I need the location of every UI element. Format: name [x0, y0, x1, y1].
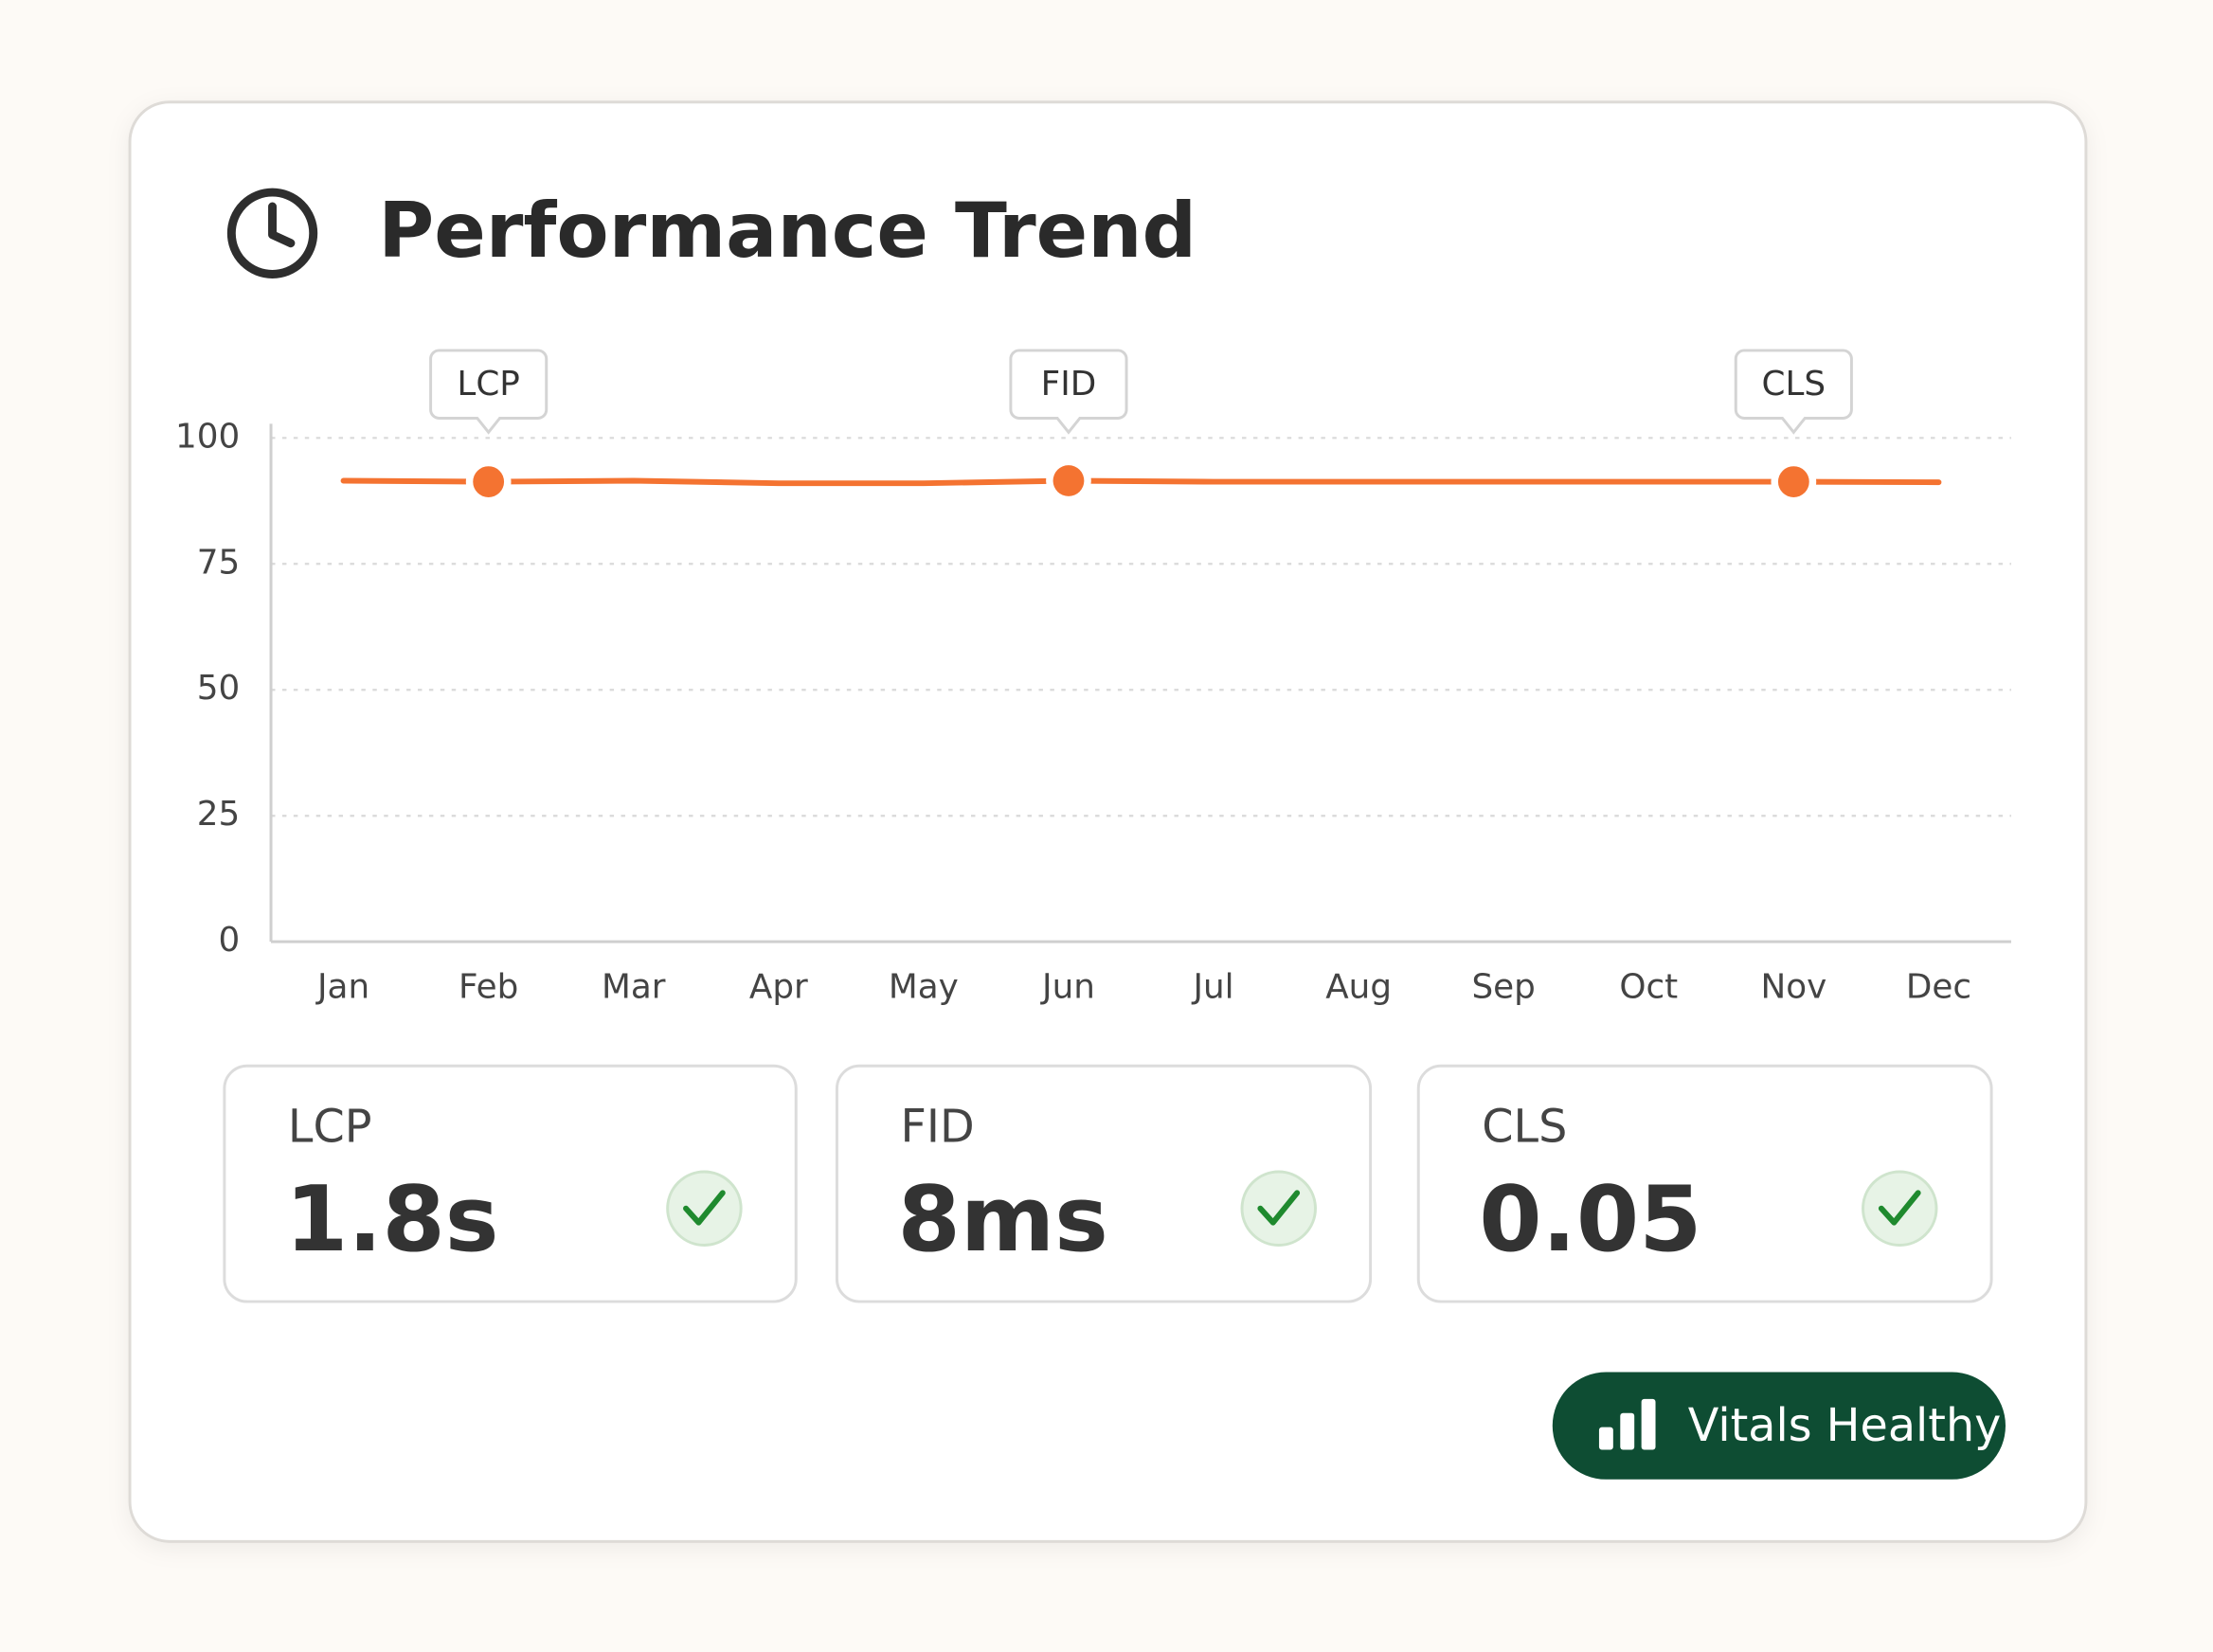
x-tick-label: Jul [1191, 967, 1233, 1006]
metric-card [223, 1064, 798, 1303]
y-tick-label: 100 [175, 417, 240, 456]
y-tick-label: 0 [219, 921, 241, 960]
card [128, 100, 2088, 1543]
metrics: LCP 1.8s FID 8ms CLS 0.05 [223, 1064, 1993, 1303]
marker [1777, 466, 1809, 497]
trend-line [340, 477, 1942, 487]
check-badge [1240, 1170, 1317, 1247]
x-tick-label: Sep [1471, 967, 1535, 1006]
y-tick-label: 25 [197, 795, 241, 834]
marker [473, 466, 505, 497]
x-tick-label: Feb [459, 967, 518, 1006]
y-tick-label: 75 [197, 543, 241, 582]
metric-value: 8ms [898, 1168, 1108, 1272]
x-tick-label: Apr [749, 967, 808, 1006]
metric-card [1416, 1064, 1993, 1303]
badge-background [1552, 1372, 2006, 1480]
check-badge [666, 1170, 743, 1247]
x-tick-label: Oct [1619, 967, 1678, 1006]
check-mark [1878, 1190, 1921, 1226]
badge-text: Vitals Healthy [1688, 1400, 2002, 1452]
y-tick-label: 50 [197, 669, 241, 708]
status-badge[interactable]: Vitals Healthy [1552, 1372, 2006, 1480]
bars-icon [1598, 1398, 1656, 1450]
x-tick-label: Dec [1906, 967, 1971, 1006]
metric-label: FID [900, 1101, 974, 1153]
metric-label: LCP [288, 1101, 372, 1153]
x-tick-label: Jan [315, 967, 369, 1006]
x-tick-label: May [889, 967, 959, 1006]
x-tick-label: Nov [1760, 967, 1826, 1006]
callout-label: CLS [1762, 365, 1826, 404]
metric-value: 1.8s [285, 1168, 499, 1272]
callout [1734, 349, 1853, 435]
card-title: Performance Trend [378, 186, 1196, 275]
metric-card [835, 1064, 1373, 1303]
x-tick-label: Jun [1040, 967, 1095, 1006]
check-mark [1257, 1190, 1301, 1226]
check-badge [1862, 1170, 1938, 1247]
x-tick-label: Aug [1325, 967, 1392, 1006]
metric-value: 0.05 [1479, 1168, 1701, 1272]
metric-label: CLS [1482, 1101, 1567, 1153]
callout [429, 349, 549, 435]
marker [1053, 465, 1085, 496]
callout-label: FID [1041, 365, 1097, 404]
chart: 0 25 50 75 100 Jan Feb Mar Apr May Jun Jul Aug Sep Oct… [175, 349, 2011, 1006]
x-tick-label: Mar [602, 967, 666, 1006]
check-mark [683, 1190, 726, 1226]
callout-label: LCP [457, 365, 519, 404]
callout [1009, 349, 1128, 435]
clock-icon [226, 188, 318, 278]
